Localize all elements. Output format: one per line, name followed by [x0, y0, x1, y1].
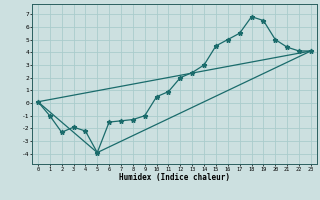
X-axis label: Humidex (Indice chaleur): Humidex (Indice chaleur): [119, 173, 230, 182]
